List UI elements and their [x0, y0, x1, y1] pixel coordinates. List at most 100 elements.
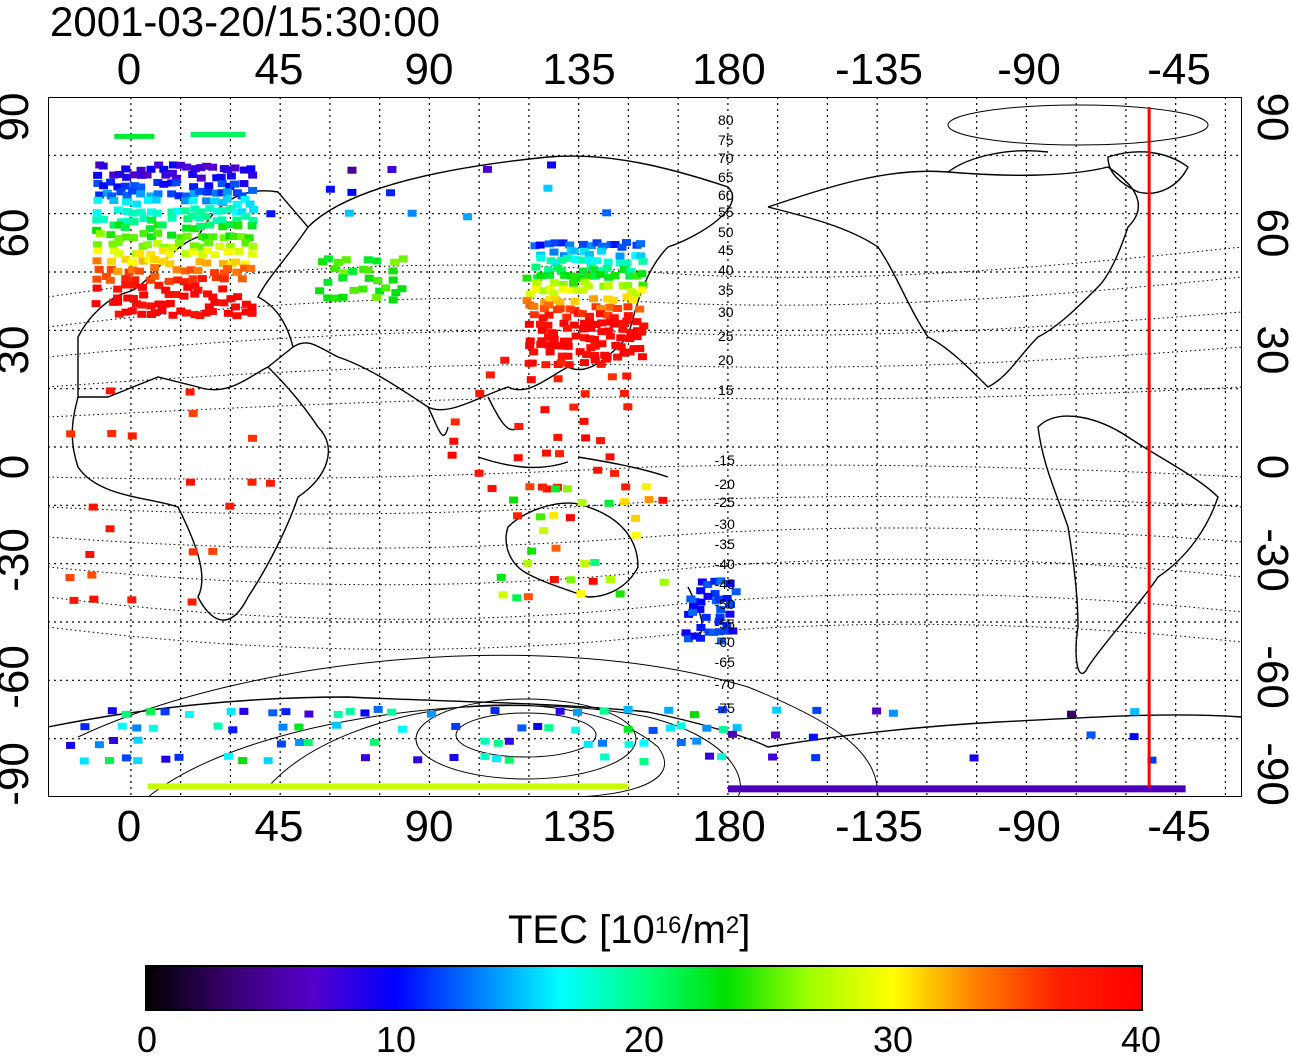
tec-cell [85, 550, 95, 558]
tec-cell [570, 297, 580, 305]
contour-label: -45 [715, 576, 735, 592]
contour-label: 80 [718, 112, 734, 128]
tec-cell [579, 359, 589, 367]
tec-cell [183, 283, 193, 291]
tec-cell [225, 502, 235, 510]
tec-cell [598, 266, 608, 274]
bottom-x-tick: 0 [116, 802, 142, 851]
tec-cell [128, 187, 138, 195]
tec-cell [212, 207, 222, 215]
tec-cell [349, 286, 359, 294]
tec-cell [551, 259, 561, 267]
tec-cell [658, 496, 668, 504]
tec-cell [555, 305, 565, 313]
tec-cell [113, 298, 123, 306]
tec-cell [512, 594, 522, 602]
tec-cell [196, 164, 206, 172]
tec-cell [608, 296, 618, 304]
tec-cell [88, 503, 98, 511]
tec-cell [241, 308, 251, 316]
top-x-tick: 0 [116, 45, 142, 94]
tec-cell [114, 221, 124, 229]
tec-cell [106, 178, 116, 186]
tec-cell [133, 757, 143, 765]
tec-cell [167, 208, 177, 216]
tec-cell [318, 258, 328, 266]
tec-cell [631, 531, 641, 539]
tec-cell [181, 309, 191, 317]
tec-cell [569, 321, 579, 329]
tec-cell [550, 239, 560, 247]
tec-cell [204, 239, 214, 247]
tec-cell [182, 224, 192, 232]
tec-cell [622, 372, 632, 380]
tec-cell [159, 247, 169, 255]
tec-cell [120, 223, 130, 231]
tec-cell [586, 324, 596, 332]
tec-cell [164, 277, 174, 285]
tec-cell [386, 189, 396, 197]
tec-cell [167, 214, 177, 222]
tec-cell [585, 335, 595, 343]
tec-cell [609, 314, 619, 322]
tec-cell [339, 269, 349, 277]
tec-cell [121, 165, 131, 173]
tec-cell [590, 342, 600, 350]
tec-cell [167, 231, 177, 239]
tec-cell [509, 496, 519, 504]
tec-cell [525, 337, 535, 345]
tec-cell [341, 256, 351, 264]
tec-cell [610, 271, 620, 279]
tec-cell [689, 602, 699, 610]
bottom-x-tick: -45 [1147, 802, 1211, 851]
tec-cell [605, 332, 615, 340]
tec-cell [121, 281, 131, 289]
tec-cell [303, 739, 313, 747]
tec-cell [180, 207, 190, 215]
tec-cell [637, 328, 647, 336]
left-y-tick: 0 [0, 427, 38, 507]
tec-cell [143, 196, 153, 204]
tec-cell [563, 342, 573, 350]
tec-cell [208, 293, 218, 301]
right-y-tick: -90 [1248, 742, 1292, 806]
tec-cell [523, 593, 533, 601]
tec-cell [94, 741, 104, 749]
tec-cell [92, 275, 102, 283]
tec-cell [219, 234, 229, 242]
tec-cell [237, 208, 247, 216]
tec-cell [225, 221, 235, 229]
tec-cell [315, 287, 325, 295]
tec-cell [598, 739, 608, 747]
tec-cell [560, 271, 570, 279]
tec-cell [174, 192, 184, 200]
tec-cell [188, 197, 198, 205]
tec-cell [168, 161, 178, 169]
tec-cell [539, 305, 549, 313]
tec-cell [108, 240, 118, 248]
tec-cell [161, 286, 171, 294]
tec-cell [715, 613, 725, 621]
tec-cell [616, 334, 626, 342]
tec-cell [637, 353, 647, 361]
tec-cell [146, 208, 156, 216]
tec-cell [146, 276, 156, 284]
tec-cell [215, 243, 225, 251]
tec-cell [585, 318, 595, 326]
contour-label: 45 [718, 242, 734, 258]
tec-cell [603, 282, 613, 290]
tec-cell [195, 187, 205, 195]
tec-cell [146, 192, 156, 200]
tec-cell [725, 601, 735, 609]
tec-cell [240, 264, 250, 272]
tec-cell [557, 352, 567, 360]
tec-cell [563, 337, 573, 345]
tec-cell [544, 240, 554, 248]
tec-cell [181, 278, 191, 286]
tec-cell [536, 340, 546, 348]
tec-cell [637, 270, 647, 278]
tec-cell [619, 349, 629, 357]
tec-cell [388, 296, 398, 304]
tec-cell [146, 302, 156, 310]
